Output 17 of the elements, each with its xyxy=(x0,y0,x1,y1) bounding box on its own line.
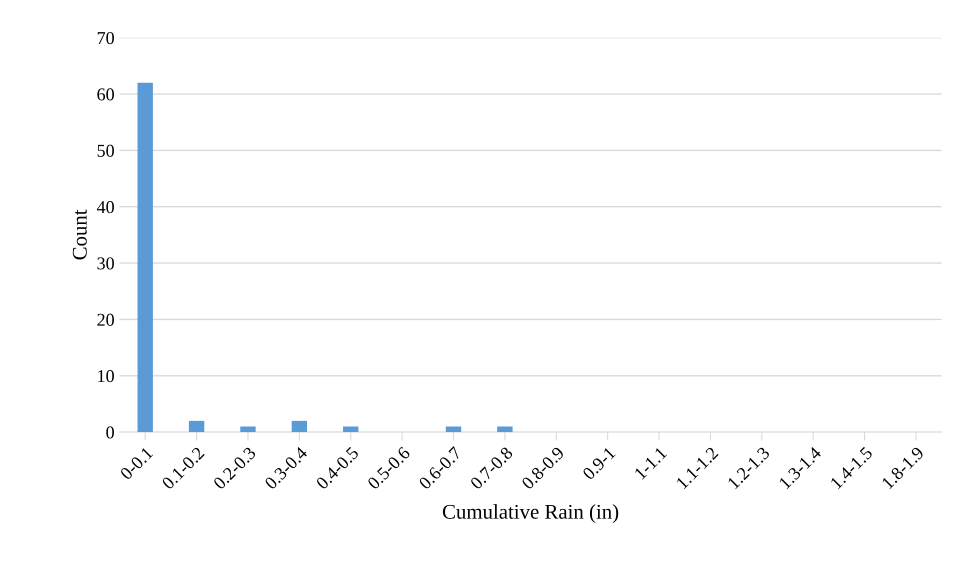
y-tick-label: 60 xyxy=(97,88,114,100)
y-tick-label: 40 xyxy=(96,200,114,214)
bar xyxy=(497,426,513,432)
y-tick-label: 50 xyxy=(98,144,114,157)
bar xyxy=(446,426,462,432)
bar xyxy=(137,82,153,432)
bar xyxy=(240,426,256,432)
bar xyxy=(188,420,204,432)
bar xyxy=(343,426,358,432)
x-axis-title: Cumulative Rain (in) xyxy=(442,504,618,524)
y-tick-label: 0 xyxy=(106,426,114,439)
y-axis-title: Count xyxy=(72,210,87,260)
y-tick-label: 70 xyxy=(98,32,114,44)
y-tick-label: 10 xyxy=(98,370,114,382)
y-tick-label: 20 xyxy=(97,314,114,326)
y-tick-label: 30 xyxy=(97,257,114,270)
bar xyxy=(292,420,308,432)
